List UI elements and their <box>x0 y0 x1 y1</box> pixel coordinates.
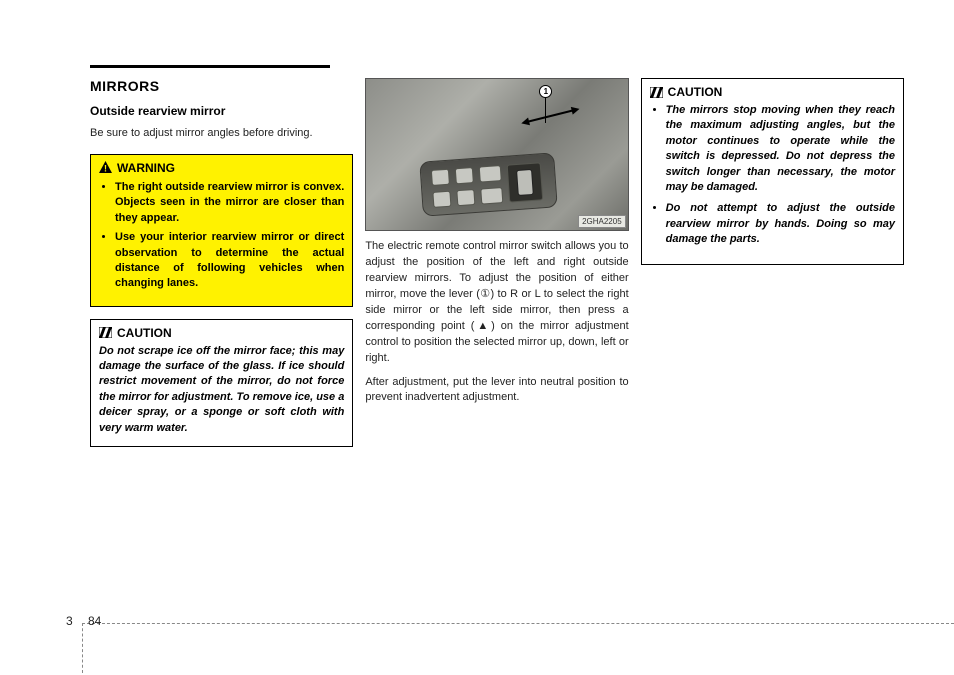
caution-box-left: CAUTION Do not scrape ice off the mirror… <box>90 319 353 447</box>
figure-marker: 1 <box>539 85 552 98</box>
footer: 3 84 <box>0 613 954 633</box>
column-right: CAUTION The mirrors stop moving when the… <box>641 70 904 615</box>
page-content: MIRRORS Outside rearview mirror Be sure … <box>90 70 904 615</box>
caution-icon <box>650 87 663 98</box>
caution-label: CAUTION <box>117 326 172 340</box>
page-number: 84 <box>88 614 101 628</box>
caution-box-right: CAUTION The mirrors stop moving when the… <box>641 78 904 265</box>
warning-box: ! WARNING The right outside rearview mir… <box>90 154 353 307</box>
caution-header: CAUTION <box>650 85 895 99</box>
intro-text: Be sure to adjust mirror angles before d… <box>90 126 353 142</box>
figure-button <box>481 187 504 204</box>
figure-arrow <box>520 102 583 135</box>
column-middle: 1 2GHA2205 The electric remote control m… <box>365 70 628 615</box>
warning-icon: ! <box>99 161 112 176</box>
section-title: MIRRORS <box>90 78 353 94</box>
footer-dash-v <box>82 623 83 673</box>
caution-header: CAUTION <box>99 326 344 340</box>
caution-body: Do not scrape ice off the mirror face; t… <box>99 344 344 436</box>
figure-button <box>455 167 474 184</box>
figure-code: 2GHA2205 <box>578 215 626 228</box>
caution-label: CAUTION <box>668 85 723 99</box>
warning-item: The right outside rearview mirror is con… <box>115 180 344 226</box>
caution-item: The mirrors stop moving when they reach … <box>666 103 895 195</box>
warning-header: ! WARNING <box>99 161 344 176</box>
subsection-title: Outside rearview mirror <box>90 104 353 118</box>
figure-button <box>433 191 452 208</box>
caution-icon <box>99 327 112 338</box>
footer-dash-h <box>82 623 954 624</box>
paragraph: After adjustment, put the lever into neu… <box>365 375 628 407</box>
figure-lever <box>516 169 534 196</box>
warning-label: WARNING <box>117 161 175 175</box>
warning-list: The right outside rearview mirror is con… <box>99 180 344 292</box>
figure-mirror-switch: 1 2GHA2205 <box>365 78 628 231</box>
chapter-number: 3 <box>66 614 73 628</box>
figure-button <box>431 169 450 186</box>
caution-item: Do not attempt to adjust the outside rea… <box>666 201 895 247</box>
svg-text:!: ! <box>104 163 107 173</box>
figure-button <box>479 165 502 182</box>
caution-list: The mirrors stop moving when they reach … <box>650 103 895 248</box>
paragraph: The electric remote control mirror switc… <box>365 239 628 367</box>
warning-item: Use your interior rearview mirror or dir… <box>115 230 344 292</box>
figure-control-panel <box>420 152 559 216</box>
figure-button <box>457 189 476 206</box>
header-rule <box>90 65 330 68</box>
column-left: MIRRORS Outside rearview mirror Be sure … <box>90 70 353 615</box>
